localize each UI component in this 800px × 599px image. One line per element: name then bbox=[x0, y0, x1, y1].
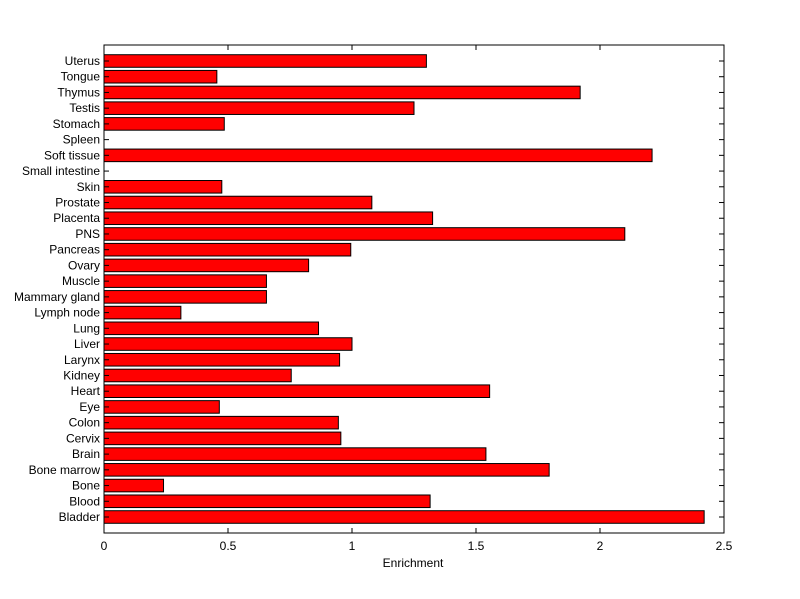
bar-colon bbox=[103, 415, 339, 430]
x-tick-label: 0 bbox=[101, 539, 108, 553]
bars-group bbox=[103, 54, 705, 524]
y-tick-label: Bone marrow bbox=[29, 463, 101, 477]
y-tick-label: Kidney bbox=[63, 368, 100, 382]
bar-muscle bbox=[103, 274, 267, 288]
y-tick-label: Tongue bbox=[61, 70, 101, 84]
x-tick-label: 1 bbox=[349, 539, 356, 553]
y-tick-label: Prostate bbox=[55, 196, 100, 210]
y-tick-label: Stomach bbox=[53, 117, 100, 131]
bar-prostate bbox=[103, 195, 373, 210]
bar-placenta bbox=[103, 211, 434, 226]
x-axis-title: Enrichment bbox=[383, 556, 444, 570]
x-axis: 0 0.5 1 1.5 2 2.5 bbox=[101, 45, 733, 553]
bar-uterus bbox=[103, 54, 427, 68]
y-tick-label: Colon bbox=[69, 416, 100, 430]
x-tick-label: 2.5 bbox=[716, 539, 733, 553]
bar-brain bbox=[103, 447, 487, 461]
plot-frame bbox=[103, 44, 725, 534]
bar-bone bbox=[103, 478, 165, 493]
y-tick-label: Larynx bbox=[64, 353, 100, 367]
y-tick-label: PNS bbox=[75, 227, 100, 241]
y-tick-label: Bladder bbox=[59, 510, 100, 524]
bar-tongue bbox=[103, 69, 218, 84]
y-tick-label: Spleen bbox=[63, 133, 100, 147]
y-tick-label: Liver bbox=[74, 337, 100, 351]
y-tick-label: Blood bbox=[69, 494, 100, 508]
y-tick-label: Uterus bbox=[65, 54, 100, 68]
y-tick-label: Testis bbox=[69, 101, 100, 115]
y-tick-label: Ovary bbox=[68, 258, 100, 272]
bar-stomach bbox=[103, 117, 225, 131]
bar-blood bbox=[103, 494, 431, 509]
y-tick-label: Heart bbox=[71, 384, 101, 398]
y-tick-label: Lung bbox=[73, 321, 100, 335]
y-tick-label: Skin bbox=[77, 180, 100, 194]
bar-kidney bbox=[103, 368, 292, 383]
y-tick-label: Small intestine bbox=[22, 164, 100, 178]
bar-lymph-node bbox=[103, 305, 182, 320]
x-tick-label: 2 bbox=[597, 539, 604, 553]
bar-larynx bbox=[103, 352, 341, 367]
x-tick-label: 0.5 bbox=[220, 539, 237, 553]
y-tick-label: Eye bbox=[79, 400, 100, 414]
bar-eye bbox=[103, 400, 220, 414]
bar-soft-tissue bbox=[103, 148, 653, 163]
bar-bone-marrow bbox=[103, 463, 550, 477]
bar-bladder bbox=[103, 510, 705, 524]
y-tick-label: Brain bbox=[72, 447, 100, 461]
x-tick-label: 1.5 bbox=[468, 539, 485, 553]
bar-heart bbox=[103, 384, 491, 399]
bar-liver bbox=[103, 337, 353, 351]
bar-lung bbox=[103, 321, 320, 336]
bar-pancreas bbox=[103, 242, 352, 257]
y-tick-label: Muscle bbox=[62, 274, 100, 288]
bar-ovary bbox=[103, 258, 310, 273]
bar-pns bbox=[103, 227, 626, 241]
y-tick-label: Bone bbox=[72, 479, 100, 493]
y-tick-label: Thymus bbox=[57, 85, 100, 99]
y-tick-label: Mammary gland bbox=[14, 290, 100, 304]
y-tick-label: Placenta bbox=[53, 211, 100, 225]
bar-skin bbox=[103, 180, 223, 194]
bar-mammary-gland bbox=[103, 290, 267, 304]
bar-testis bbox=[103, 101, 415, 115]
y-tick-label: Soft tissue bbox=[44, 148, 100, 162]
y-tick-label: Lymph node bbox=[34, 306, 100, 320]
bar-thymus bbox=[103, 85, 581, 100]
bar-cervix bbox=[103, 431, 342, 446]
y-tick-label: Pancreas bbox=[49, 243, 100, 257]
y-tick-label: Cervix bbox=[66, 431, 100, 445]
